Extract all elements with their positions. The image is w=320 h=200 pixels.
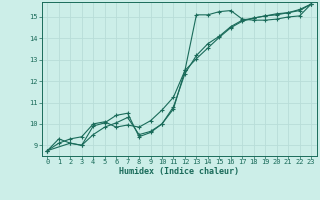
X-axis label: Humidex (Indice chaleur): Humidex (Indice chaleur) bbox=[119, 167, 239, 176]
